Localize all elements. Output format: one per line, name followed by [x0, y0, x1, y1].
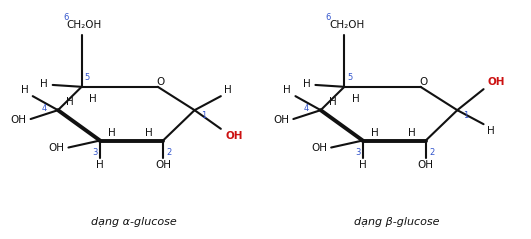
Text: 5: 5: [347, 73, 353, 82]
Text: H: H: [329, 97, 337, 107]
Text: H: H: [487, 125, 494, 136]
Text: CH₂OH: CH₂OH: [66, 20, 102, 30]
Text: 4: 4: [41, 104, 46, 114]
Text: H: H: [371, 128, 379, 138]
Text: OH: OH: [48, 143, 64, 153]
Text: H: H: [359, 160, 366, 170]
Text: 6: 6: [63, 13, 68, 22]
Text: OH: OH: [418, 160, 434, 170]
Text: 3: 3: [355, 147, 361, 157]
Text: H: H: [407, 128, 415, 138]
Text: H: H: [284, 85, 291, 95]
Text: OH: OH: [155, 160, 171, 170]
Text: O: O: [419, 77, 427, 87]
Text: H: H: [352, 94, 359, 104]
Text: 1: 1: [464, 111, 469, 120]
Text: O: O: [156, 77, 165, 87]
Text: H: H: [145, 128, 152, 138]
Text: H: H: [66, 97, 74, 107]
Text: dạng α-glucose: dạng α-glucose: [91, 217, 177, 227]
Text: CH₂OH: CH₂OH: [329, 20, 365, 30]
Text: dạng β-glucose: dạng β-glucose: [354, 217, 440, 227]
Text: H: H: [96, 160, 104, 170]
Text: H: H: [89, 94, 97, 104]
Text: 6: 6: [326, 13, 331, 22]
Text: H: H: [21, 85, 29, 95]
Text: OH: OH: [311, 143, 327, 153]
Text: 4: 4: [304, 104, 309, 114]
Text: 5: 5: [85, 73, 90, 82]
Text: 2: 2: [429, 147, 434, 157]
Text: OH: OH: [273, 115, 289, 125]
Text: OH: OH: [225, 131, 243, 141]
Text: H: H: [108, 128, 116, 138]
Text: 2: 2: [166, 147, 172, 157]
Text: OH: OH: [11, 115, 27, 125]
Text: H: H: [40, 80, 48, 89]
Text: 1: 1: [201, 111, 206, 120]
Text: H: H: [224, 85, 232, 95]
Text: OH: OH: [488, 77, 506, 87]
Text: 3: 3: [92, 147, 98, 157]
Text: H: H: [303, 80, 311, 89]
